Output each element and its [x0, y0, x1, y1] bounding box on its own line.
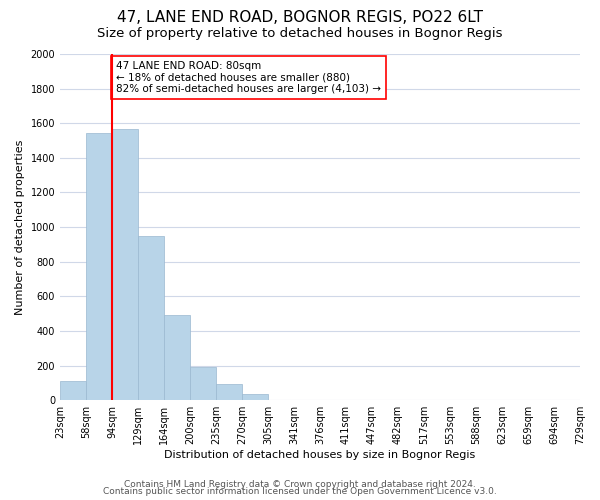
Text: 47 LANE END ROAD: 80sqm
← 18% of detached houses are smaller (880)
82% of semi-d: 47 LANE END ROAD: 80sqm ← 18% of detache…	[116, 61, 381, 94]
X-axis label: Distribution of detached houses by size in Bognor Regis: Distribution of detached houses by size …	[164, 450, 476, 460]
Bar	[242, 394, 268, 400]
Text: Size of property relative to detached houses in Bognor Regis: Size of property relative to detached ho…	[97, 28, 503, 40]
Bar	[138, 236, 164, 400]
Bar	[60, 381, 86, 400]
Bar	[112, 130, 138, 400]
Bar	[164, 316, 190, 400]
Y-axis label: Number of detached properties: Number of detached properties	[15, 140, 25, 315]
Text: 47, LANE END ROAD, BOGNOR REGIS, PO22 6LT: 47, LANE END ROAD, BOGNOR REGIS, PO22 6L…	[117, 10, 483, 25]
Text: Contains HM Land Registry data © Crown copyright and database right 2024.: Contains HM Land Registry data © Crown c…	[124, 480, 476, 489]
Bar	[86, 133, 112, 400]
Text: Contains public sector information licensed under the Open Government Licence v3: Contains public sector information licen…	[103, 488, 497, 496]
Bar	[190, 368, 216, 400]
Bar	[216, 384, 242, 400]
